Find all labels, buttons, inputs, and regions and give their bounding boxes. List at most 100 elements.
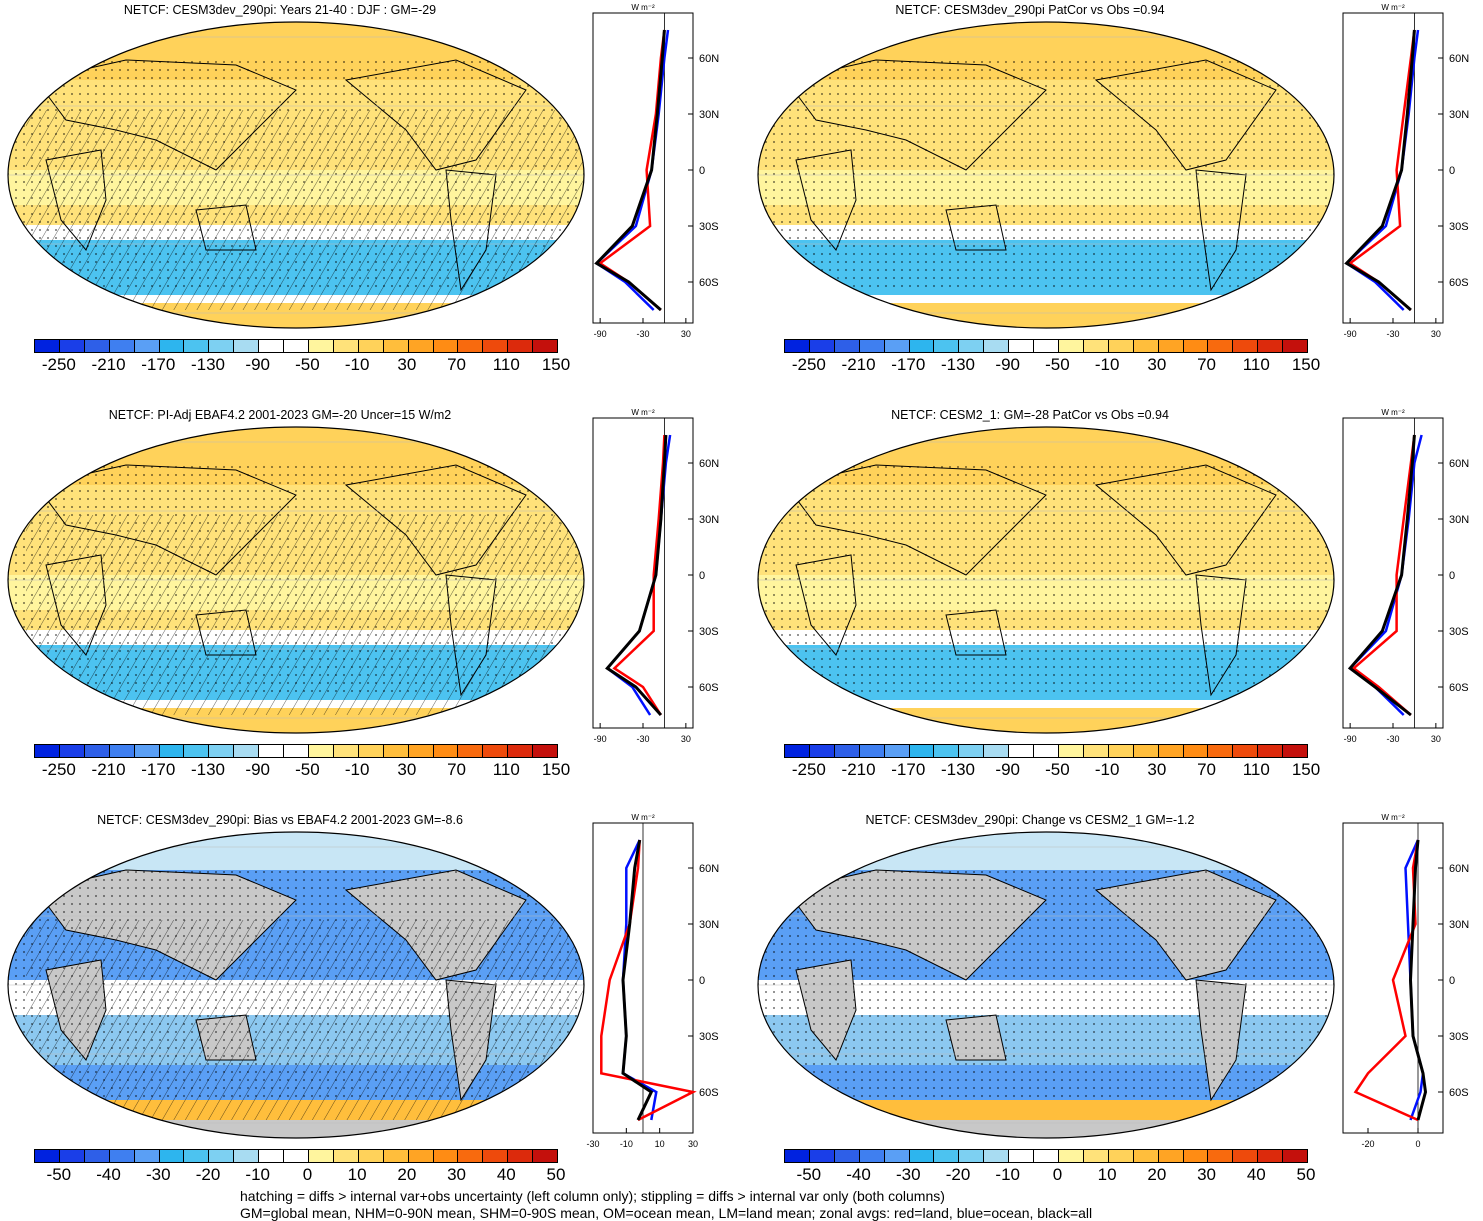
colorbar-tick-label: -130 (940, 760, 976, 779)
colorbar-tick-label: -170 (891, 355, 926, 374)
colorbar-tick-label: -250 (791, 760, 826, 779)
colorbar-tick-label: 10 (1097, 1165, 1117, 1184)
zonal-line-land (1351, 434, 1416, 716)
zonal-lat-label: 30S (699, 221, 719, 233)
colorbar-swatch (1083, 340, 1109, 352)
zonal-lat-label: 0 (1449, 570, 1455, 582)
colorbar-labels: -50 -40 -30 -20 -10 0 10 20 30 40 50 (34, 1165, 566, 1187)
colorbar-swatch (785, 340, 810, 352)
colorbar-swatch (1108, 745, 1134, 757)
colorbar-swatch (1009, 340, 1035, 352)
colorbar-tick-label: 40 (496, 1165, 516, 1184)
colorbar-swatch (508, 745, 534, 757)
hatching (26, 110, 584, 310)
map-band (758, 1100, 1334, 1120)
colorbar-swatch (508, 340, 534, 352)
map-panel: NETCF: PI-Adj EBAF4.2 2001-2023 GM=-20 U… (0, 405, 741, 812)
zonal-unit: W m⁻² (1381, 813, 1405, 822)
colorbar-swatch (1158, 340, 1184, 352)
zonal-profile: W m⁻² 60N 30N 0 30S 60S -90 -30 30 (1342, 408, 1469, 744)
zonal-lat-label: 30N (699, 514, 719, 526)
colorbar-swatch (1208, 340, 1234, 352)
colorbar-swatch (1183, 745, 1209, 757)
zonal-lat-label: 60N (1449, 53, 1469, 65)
colorbar-swatch (834, 340, 860, 352)
colorbar-swatch (308, 1150, 334, 1162)
colorbar-labels: -250 -210 -170 -130 -90 -50 -10 30 70 110 150 (34, 760, 570, 782)
colorbar-tick-label: -90 (245, 355, 270, 374)
zonal-lat-label: 0 (1449, 975, 1455, 987)
map-panel: NETCF: CESM3dev_290pi: Bias vs EBAF4.2 2… (0, 810, 741, 1217)
colorbar-swatch (934, 340, 960, 352)
colorbar-tick-label: 50 (1296, 1165, 1316, 1184)
map-border (757, 831, 1335, 1139)
zonal-lat-label: 0 (699, 165, 705, 177)
colorbar-swatch (284, 745, 309, 757)
zonal-lat-label: 60N (699, 458, 719, 470)
colorbar-swatch (1009, 1150, 1035, 1162)
colorbar-tick-label: 20 (397, 1165, 417, 1184)
colorbar-tick-label: -50 (796, 1165, 822, 1184)
colorbar-swatch (1258, 745, 1284, 757)
colorbar-swatch (84, 340, 110, 352)
colorbar-swatch (859, 340, 885, 352)
colorbar-swatch (859, 745, 885, 757)
colorbar-tick-label: -10 (995, 1165, 1020, 1184)
colorbar-tick-label: 70 (447, 760, 467, 779)
colorbar-swatch (959, 340, 985, 352)
colorbar-swatch (134, 745, 160, 757)
colorbar-swatch (809, 745, 835, 757)
hatching (26, 515, 584, 715)
colorbar-swatch (333, 745, 359, 757)
colorbar-tick-label: 110 (1242, 760, 1270, 779)
zonal-x-label: -30 (586, 1139, 599, 1149)
zonal-lat-label: 30N (1449, 919, 1469, 931)
zonal-lat-label: 30N (699, 109, 719, 121)
colorbar-tick-label: -170 (141, 355, 176, 374)
colorbar-swatch (333, 340, 359, 352)
zonal-frame (1342, 417, 1444, 729)
colorbar-swatch (1158, 745, 1184, 757)
map-border (757, 21, 1335, 329)
colorbar-swatch (884, 340, 910, 352)
colorbar-tick-label: -210 (91, 760, 126, 779)
colorbar-swatch (533, 1150, 558, 1162)
robinson-map (7, 831, 585, 1139)
colorbar-swatch (408, 745, 434, 757)
colorbar-swatch (159, 340, 185, 352)
panel-title: NETCF: CESM2_1: GM=-28 PatCor vs Obs =0.… (891, 408, 1169, 422)
colorbar-tick-label: 30 (1147, 355, 1167, 374)
colorbar-tick-label: 30 (447, 1165, 467, 1184)
zonal-line-all (605, 434, 668, 716)
map-band (758, 708, 1334, 733)
zonal-unit: W m⁻² (1381, 3, 1405, 12)
zonal-x-label: -90 (1344, 734, 1357, 744)
colorbar-tick-label: -210 (841, 760, 876, 779)
map-border (757, 426, 1335, 734)
colorbar-tick-label: 0 (302, 1165, 313, 1184)
colorbar-labels: -50 -40 -30 -20 -10 0 10 20 30 40 50 (784, 1165, 1316, 1187)
colorbar (34, 744, 558, 758)
colorbar-tick-label: 30 (397, 760, 417, 779)
colorbar-swatch (1083, 745, 1109, 757)
colorbar-swatch (358, 1150, 384, 1162)
colorbar-tick-label: -210 (91, 355, 126, 374)
hatching (26, 920, 584, 1120)
zonal-lat-label: 60S (1449, 277, 1469, 289)
colorbar-tick-label: 110 (1242, 355, 1270, 374)
colorbar-tick-label: 150 (541, 355, 571, 374)
colorbar-tick-label: -50 (1045, 355, 1070, 374)
colorbar-tick-label: -40 (846, 1165, 871, 1184)
robinson-map (7, 426, 585, 734)
colorbar-swatch (284, 340, 309, 352)
zonal-x-label: 30 (681, 329, 691, 339)
zonal-x-label: -30 (1386, 734, 1399, 744)
zonal-lat-label: 60S (699, 1087, 719, 1099)
colorbar-swatch (408, 340, 434, 352)
zonal-line-all (594, 29, 666, 312)
colorbar-swatch (1233, 1150, 1259, 1162)
footnote-hatching: hatching = diffs > internal var+obs unce… (240, 1188, 945, 1204)
colorbar-tick-label: -40 (96, 1165, 121, 1184)
zonal-lat-label: 30S (1449, 626, 1469, 638)
colorbar-swatch (859, 1150, 885, 1162)
